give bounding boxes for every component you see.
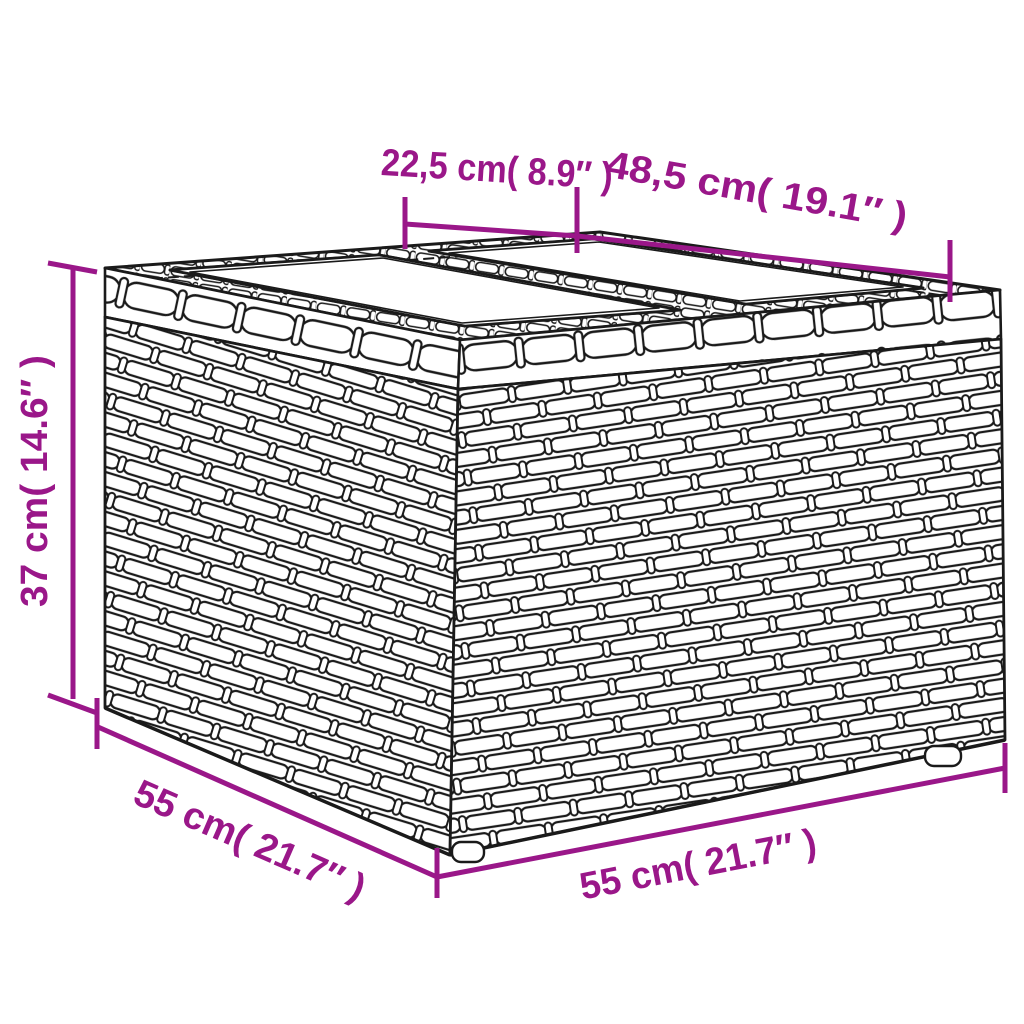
glass-panel-right	[427, 237, 925, 306]
left-face-weave	[103, 315, 460, 857]
dimension-label-top-panel-width: 22,5 cm( 8.9″ )	[380, 142, 614, 198]
rattan-table-drawing	[103, 230, 1007, 864]
table-foot-right	[923, 744, 963, 768]
bottom-rails	[104, 706, 1006, 857]
dimension-label-top-panel-length: 48,5 cm( 19.1″ )	[603, 144, 911, 238]
dimension-label-height: 37 cm( 14.6″ )	[14, 355, 56, 607]
dimension-annotations	[47, 187, 1008, 898]
dimension-top-panel-length	[576, 233, 953, 302]
glass-panel-left	[168, 253, 682, 328]
dimension-base-width	[436, 743, 1008, 880]
dimension-top-panel-width	[402, 187, 580, 253]
dimension-height	[47, 260, 98, 716]
table-foot-front	[450, 840, 486, 864]
right-face-weave	[448, 337, 1007, 857]
dimension-label-base-width: 55 cm( 21.7″ )	[576, 821, 820, 908]
dimension-base-depth	[94, 698, 440, 898]
